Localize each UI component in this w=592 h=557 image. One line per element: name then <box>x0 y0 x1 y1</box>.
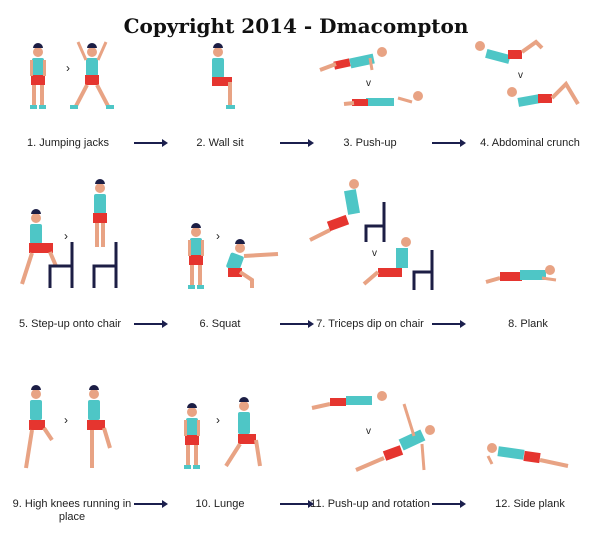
svg-text:v: v <box>366 426 371 437</box>
next-arrow-icon <box>432 500 466 508</box>
svg-text:v: v <box>518 70 523 81</box>
plank-figure <box>485 265 557 284</box>
push-up-rotation-figure: v <box>311 391 435 472</box>
abdominal-crunch-figure: v <box>475 39 580 107</box>
svg-text:›: › <box>216 229 220 243</box>
next-arrow-icon <box>432 139 466 147</box>
exercise-label: 3. Push-up <box>343 137 397 149</box>
copyright-text: Copyright 2014 - Dmacompton <box>123 14 469 38</box>
squat-figure: › <box>188 223 279 289</box>
svg-text:›: › <box>64 229 68 243</box>
wall-sit-figure <box>212 43 235 109</box>
next-arrow-icon <box>134 139 168 147</box>
push-up-figure: v <box>319 47 423 106</box>
exercise-label: 8. Plank <box>508 318 548 330</box>
high-knees-figure: › <box>24 385 112 469</box>
svg-text:v: v <box>372 248 377 259</box>
exercise-label: 10. Lunge <box>195 498 245 510</box>
next-arrow-icon <box>280 139 314 147</box>
lunge-figure: › <box>184 397 262 469</box>
exercise-label: 7. Triceps dip on chair <box>316 318 424 330</box>
svg-text:›: › <box>216 413 220 427</box>
next-arrow-icon <box>280 320 314 328</box>
next-arrow-icon <box>134 500 168 508</box>
next-arrow-icon <box>280 500 314 508</box>
exercise-label: 12. Side plank <box>495 498 565 510</box>
exercise-label: 11. Push-up and rotation <box>310 498 430 510</box>
exercise-label: 2. Wall sit <box>196 137 244 149</box>
exercise-label: 1. Jumping jacks <box>27 137 109 149</box>
jumping-jacks-figure: › <box>30 41 114 109</box>
exercise-label: 6. Squat <box>199 318 241 330</box>
svg-text:›: › <box>66 61 70 75</box>
next-arrow-icon <box>134 320 168 328</box>
svg-text:›: › <box>64 413 68 427</box>
exercise-label: 5. Step-up onto chair <box>18 318 122 330</box>
exercise-label: 4. Abdominal crunch <box>480 137 580 149</box>
exercise-label: 9. High knees running in place <box>12 498 132 523</box>
step-up-figure: › <box>20 179 118 288</box>
svg-text:v: v <box>366 78 371 89</box>
next-arrow-icon <box>432 320 466 328</box>
triceps-dip-figure: v <box>309 179 434 290</box>
side-plank-figure <box>486 443 569 468</box>
